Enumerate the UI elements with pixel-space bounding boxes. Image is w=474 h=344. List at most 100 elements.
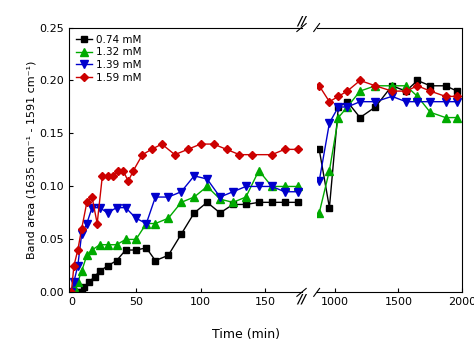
1.32 mM — [256, 169, 262, 173]
1.39 mM — [191, 174, 197, 178]
1.32 mM — [75, 280, 81, 284]
0.74 mM — [269, 200, 274, 204]
1.32 mM — [191, 195, 197, 199]
1.39 mM — [295, 190, 301, 194]
1.59 mM — [140, 153, 146, 157]
0.74 mM — [92, 275, 98, 279]
1.59 mM — [126, 179, 131, 183]
1.59 mM — [130, 169, 136, 173]
Line: 1.59 mM: 1.59 mM — [68, 141, 301, 295]
1.39 mM — [114, 206, 119, 210]
1.59 mM — [159, 142, 164, 146]
1.39 mM — [217, 195, 223, 199]
1.32 mM — [105, 243, 110, 247]
Legend: 0.74 mM, 1.32 mM, 1.39 mM, 1.59 mM: 0.74 mM, 1.32 mM, 1.39 mM, 1.59 mM — [74, 33, 144, 85]
0.74 mM — [191, 211, 197, 215]
0.74 mM — [217, 211, 223, 215]
1.39 mM — [153, 195, 158, 199]
1.59 mM — [172, 153, 178, 157]
1.39 mM — [123, 206, 128, 210]
1.59 mM — [105, 174, 110, 178]
0.74 mM — [97, 269, 102, 273]
1.39 mM — [71, 280, 77, 284]
0.74 mM — [79, 290, 84, 294]
0.74 mM — [282, 200, 288, 204]
1.32 mM — [230, 200, 236, 204]
1.39 mM — [89, 206, 95, 210]
1.32 mM — [178, 200, 184, 204]
1.59 mM — [224, 147, 229, 151]
1.32 mM — [204, 184, 210, 189]
0.74 mM — [123, 248, 128, 252]
Line: 1.32 mM: 1.32 mM — [67, 167, 301, 296]
1.59 mM — [115, 169, 121, 173]
0.74 mM — [230, 202, 236, 206]
1.59 mM — [249, 153, 255, 157]
1.59 mM — [79, 227, 84, 231]
Line: 1.39 mM: 1.39 mM — [67, 172, 301, 296]
1.32 mM — [144, 222, 149, 226]
1.59 mM — [71, 264, 77, 268]
1.39 mM — [75, 264, 81, 268]
1.59 mM — [282, 147, 288, 151]
1.32 mM — [165, 216, 171, 220]
1.59 mM — [89, 195, 95, 199]
0.74 mM — [133, 248, 139, 252]
0.74 mM — [204, 200, 210, 204]
1.59 mM — [149, 147, 155, 151]
1.39 mM — [133, 216, 139, 220]
1.59 mM — [75, 248, 81, 252]
1.39 mM — [84, 222, 90, 226]
1.32 mM — [269, 184, 274, 189]
1.39 mM — [105, 211, 110, 215]
0.74 mM — [71, 290, 77, 294]
0.74 mM — [144, 246, 149, 250]
1.59 mM — [185, 147, 191, 151]
0.74 mM — [153, 259, 158, 263]
1.39 mM — [97, 206, 102, 210]
1.32 mM — [79, 269, 84, 273]
1.32 mM — [295, 184, 301, 189]
Text: Time (min): Time (min) — [212, 327, 281, 341]
1.59 mM — [295, 147, 301, 151]
0.74 mM — [82, 285, 87, 289]
1.59 mM — [237, 153, 242, 157]
1.39 mM — [68, 290, 74, 294]
Y-axis label: Band area (1635 cm⁻¹ - 1591 cm⁻¹): Band area (1635 cm⁻¹ - 1591 cm⁻¹) — [27, 61, 36, 259]
0.74 mM — [256, 200, 262, 204]
0.74 mM — [178, 232, 184, 236]
1.39 mM — [144, 222, 149, 226]
0.74 mM — [165, 253, 171, 257]
1.39 mM — [178, 190, 184, 194]
0.74 mM — [76, 290, 82, 294]
0.74 mM — [68, 290, 74, 294]
1.32 mM — [217, 197, 223, 201]
Text: //: // — [297, 14, 306, 28]
1.59 mM — [94, 222, 100, 226]
1.32 mM — [243, 195, 249, 199]
1.39 mM — [165, 195, 171, 199]
0.74 mM — [114, 259, 119, 263]
1.59 mM — [110, 174, 116, 178]
1.39 mM — [243, 184, 249, 189]
1.59 mM — [120, 169, 126, 173]
1.39 mM — [230, 190, 236, 194]
1.32 mM — [68, 290, 74, 294]
1.39 mM — [204, 177, 210, 181]
0.74 mM — [105, 264, 110, 268]
1.59 mM — [211, 142, 217, 146]
1.32 mM — [153, 222, 158, 226]
1.59 mM — [269, 153, 274, 157]
1.59 mM — [198, 142, 203, 146]
1.32 mM — [133, 237, 139, 241]
1.39 mM — [79, 232, 84, 236]
1.32 mM — [282, 184, 288, 189]
1.32 mM — [71, 285, 77, 289]
1.32 mM — [123, 237, 128, 241]
0.74 mM — [243, 202, 249, 206]
Text: //: // — [297, 292, 306, 305]
1.59 mM — [68, 290, 74, 294]
Line: 0.74 mM: 0.74 mM — [68, 199, 301, 295]
1.39 mM — [282, 190, 288, 194]
1.32 mM — [114, 243, 119, 247]
